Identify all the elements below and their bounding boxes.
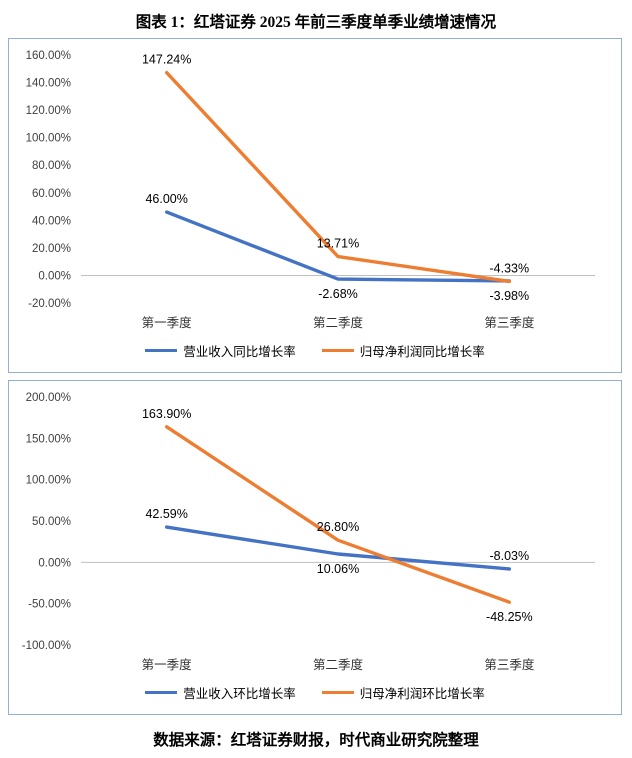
y-axis-tick-label: -20.00% <box>28 298 71 310</box>
y-axis-tick-label: 140.00% <box>26 78 71 90</box>
x-axis-category-label: 第一季度 <box>142 315 193 330</box>
legend-label: 营业收入环比增长率 <box>183 687 296 701</box>
legend-label: 归母净利润同比增长率 <box>359 345 485 359</box>
y-axis-tick-label: 100.00% <box>26 133 71 145</box>
legend-line-swatch <box>321 348 354 353</box>
y-axis-tick-label: -50.00% <box>28 599 71 611</box>
legend-label: 归母净利润环比增长率 <box>359 687 485 701</box>
figure-title: 图表 1：红塔证券 2025 年前三季度单季业绩增速情况 <box>135 14 497 31</box>
y-axis-tick-label: -100.00% <box>22 640 71 652</box>
data-point-label: 13.71% <box>317 237 359 251</box>
y-axis-tick-label: 80.00% <box>32 160 71 172</box>
y-axis-tick-label: 20.00% <box>32 243 71 255</box>
chart-box-yoy: -20.00% 0.00% 20.00% 40.00% 60.00% 80.00% 100.… <box>8 38 622 373</box>
data-point-label: -48.25% <box>486 610 533 624</box>
source-note: 数据来源：红塔证券财报，时代商业研究院整理 <box>153 732 479 749</box>
data-point-label: -2.68% <box>318 287 358 301</box>
y-axis-tick-label: 200.00% <box>26 392 71 404</box>
data-point-label: 147.24% <box>142 53 191 67</box>
legend-yoy: 营业收入同比增长率 归母净利润同比增长率 <box>9 339 621 372</box>
data-point-label: 26.80% <box>317 520 359 534</box>
legend-label: 营业收入同比增长率 <box>183 345 296 359</box>
series-line <box>164 425 512 604</box>
line-chart-qoq-growth: -100.00% -50.00% 0.00% 50.00% 100.00% 150.00%… <box>22 392 595 672</box>
x-axis-category-label: 第二季度 <box>313 657 364 672</box>
y-axis-tick-label: 100.00% <box>26 475 71 487</box>
y-axis-tick-label: 0.00% <box>38 557 71 569</box>
y-axis-tick-label: 50.00% <box>32 516 71 528</box>
data-point-label: 163.90% <box>142 407 191 421</box>
x-axis-category-label: 第三季度 <box>484 315 535 330</box>
x-axis-category-label: 第三季度 <box>484 657 535 672</box>
y-axis-tick-label: 40.00% <box>32 215 71 227</box>
series-line <box>164 210 512 283</box>
y-axis-tick-label: 0.00% <box>38 270 71 282</box>
legend-line-swatch <box>145 348 178 353</box>
data-point-label: -8.03% <box>490 549 530 563</box>
data-point-label: -3.98% <box>490 289 530 303</box>
y-axis-tick-label: 160.00% <box>26 50 71 62</box>
data-point-label: 10.06% <box>317 562 359 576</box>
series-line <box>164 70 512 284</box>
legend-qoq: 营业收入环比增长率 归母净利润环比增长率 <box>9 681 621 714</box>
legend-item: 营业收入同比增长率 <box>145 341 296 360</box>
x-axis-category-label: 第一季度 <box>142 657 193 672</box>
legend-item: 营业收入环比增长率 <box>145 683 296 702</box>
line-chart-yoy-growth: -20.00% 0.00% 20.00% 40.00% 60.00% 80.00% 100.… <box>26 50 595 330</box>
chart-box-qoq: -100.00% -50.00% 0.00% 50.00% 100.00% 150.00%… <box>8 380 622 715</box>
data-point-label: 46.00% <box>145 192 187 206</box>
legend-line-swatch <box>145 690 178 695</box>
legend-item: 归母净利润同比增长率 <box>321 341 485 360</box>
data-point-label: -4.33% <box>490 261 530 275</box>
y-axis-tick-label: 150.00% <box>26 433 71 445</box>
y-axis-tick-label: 120.00% <box>26 105 71 117</box>
y-axis-tick-label: 60.00% <box>32 188 71 200</box>
legend-line-swatch <box>321 690 354 695</box>
series-line <box>164 525 512 571</box>
legend-item: 归母净利润环比增长率 <box>321 683 485 702</box>
data-point-label: 42.59% <box>145 507 187 521</box>
x-axis-category-label: 第二季度 <box>313 315 364 330</box>
